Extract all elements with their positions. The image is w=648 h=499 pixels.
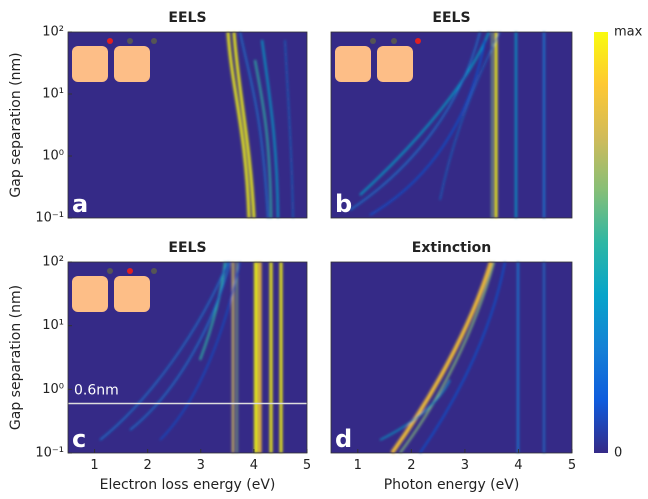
- x-axis-label: Electron loss energy (eV): [100, 477, 276, 493]
- y-tick-label: 10¹: [42, 318, 64, 333]
- panel-title: EELS: [432, 10, 470, 26]
- y-tick-label: 10¹: [42, 87, 64, 102]
- panel: [331, 262, 572, 453]
- beam-position: [415, 38, 421, 44]
- x-tick-label: 3: [197, 458, 205, 473]
- panel: [68, 32, 307, 218]
- x-tick-label: 5: [568, 458, 576, 473]
- y-tick-label: 10⁰: [42, 149, 64, 164]
- x-tick-label: 1: [354, 458, 362, 473]
- x-tick-label: 5: [303, 458, 311, 473]
- particle: [377, 46, 413, 82]
- x-tick-label: 1: [90, 458, 98, 473]
- y-tick-label: 10⁻¹: [35, 211, 64, 226]
- panel-title: EELS: [168, 240, 206, 256]
- figure: EELS a 10⁻¹ 10⁰ 10¹ 10² Gap separation (nm) EEL…: [0, 0, 648, 499]
- y-axis-label: Gap separation (nm): [8, 285, 24, 430]
- beam-position: [391, 38, 397, 44]
- beam-position: [151, 38, 157, 44]
- panel-title: EELS: [168, 10, 206, 26]
- colorbar: [594, 32, 608, 453]
- x-axis-label: Photon energy (eV): [384, 477, 520, 493]
- annotation-text: 0.6nm: [74, 382, 119, 398]
- panel: [331, 32, 572, 218]
- beam-position: [151, 268, 157, 274]
- particle: [114, 276, 150, 312]
- y-axis-label: Gap separation (nm): [8, 52, 24, 197]
- beam-position: [107, 268, 113, 274]
- panel-label: c: [72, 425, 86, 453]
- panel: [68, 262, 307, 453]
- y-tick-label: 10⁰: [42, 382, 64, 397]
- y-tick-label: 10²: [42, 25, 64, 40]
- y-tick-label: 10⁻¹: [35, 446, 64, 461]
- panel-title: Extinction: [412, 240, 491, 256]
- beam-position: [127, 268, 133, 274]
- x-tick-label: 4: [250, 458, 258, 473]
- x-tick-label: 2: [407, 458, 415, 473]
- colorbar-max-label: max: [614, 25, 643, 40]
- x-tick-label: 3: [461, 458, 469, 473]
- colorbar-min-label: 0: [614, 446, 622, 461]
- y-tick-label: 10²: [42, 255, 64, 270]
- particle: [72, 276, 108, 312]
- x-tick-label: 2: [144, 458, 152, 473]
- panel-label: a: [72, 190, 88, 218]
- panel-label: d: [335, 425, 352, 453]
- particle: [114, 46, 150, 82]
- particle: [335, 46, 371, 82]
- beam-position: [370, 38, 376, 44]
- beam-position: [107, 38, 113, 44]
- x-tick-label: 4: [514, 458, 522, 473]
- panel-label: b: [335, 190, 352, 218]
- particle: [72, 46, 108, 82]
- beam-position: [127, 38, 133, 44]
